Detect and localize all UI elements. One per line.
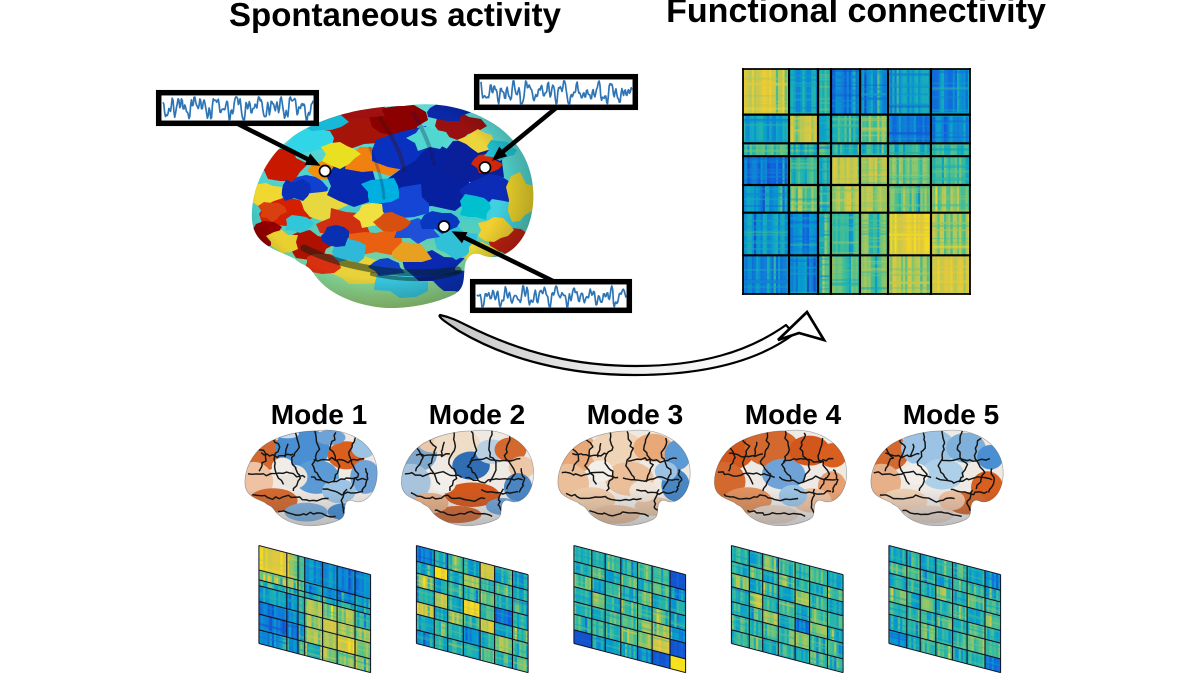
- svg-text:Mode 3: Mode 3: [587, 399, 683, 430]
- svg-text:Mode 4: Mode 4: [745, 399, 842, 430]
- svg-text:Mode 2: Mode 2: [429, 399, 525, 430]
- svg-text:Functional connectivity: Functional connectivity: [666, 0, 1046, 30]
- svg-text:Spontaneous activity: Spontaneous activity: [229, 0, 562, 33]
- svg-text:Mode 1: Mode 1: [271, 399, 367, 430]
- svg-text:Mode 5: Mode 5: [903, 399, 999, 430]
